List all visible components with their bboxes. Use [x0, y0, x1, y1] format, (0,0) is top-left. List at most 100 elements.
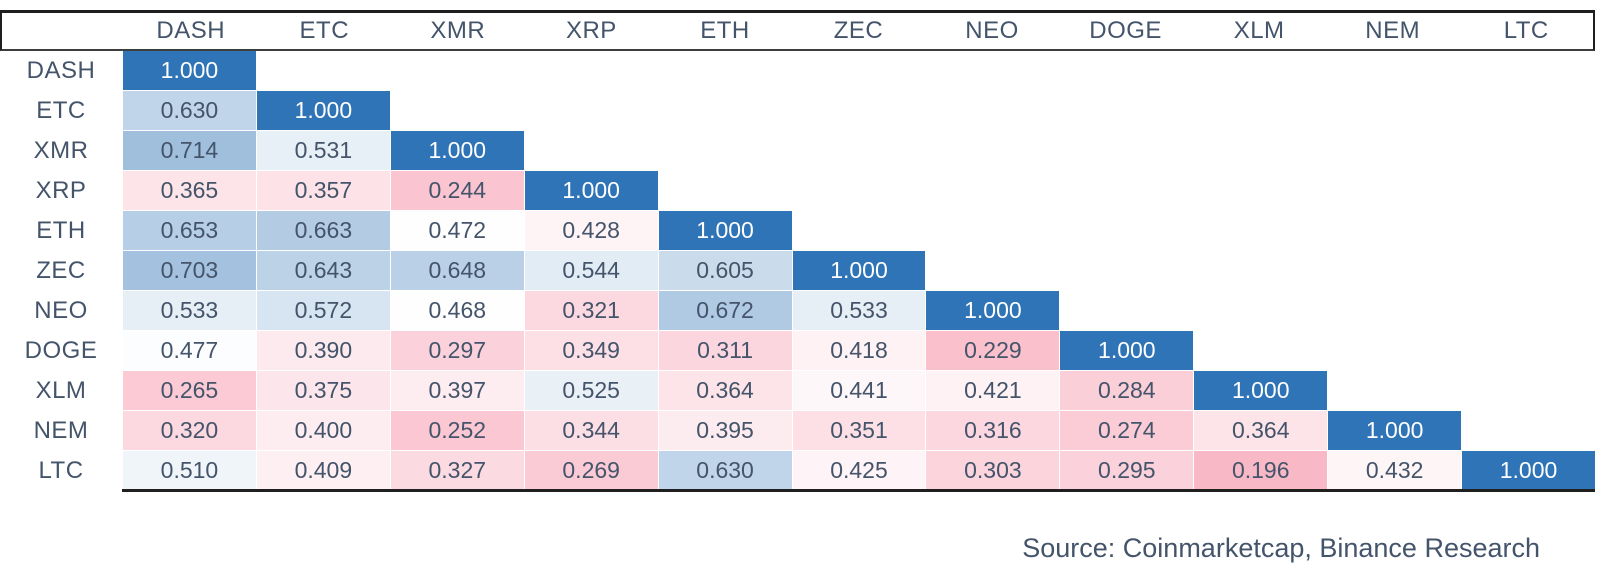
matrix-cell-ltc-doge: 0.295: [1060, 451, 1194, 490]
matrix-cell-empty: [1462, 331, 1595, 370]
matrix-row-ltc: LTC 0.510 0.409 0.327 0.269 0.630 0.425 0.303 0.…: [0, 451, 1595, 490]
matrix-cell-empty: [1060, 211, 1194, 250]
matrix-cell-xlm-xmr: 0.397: [390, 371, 524, 410]
matrix-cell-xlm-eth: 0.364: [658, 371, 792, 410]
matrix-cell-zec-xrp: 0.544: [524, 251, 658, 290]
row-header-xlm: XLM: [0, 371, 122, 410]
column-header-dash: DASH: [156, 17, 226, 44]
matrix-cell-nem-zec: 0.351: [792, 411, 926, 450]
matrix-row-etc: ETC 0.630 1.000: [0, 91, 1595, 130]
matrix-cell-eth-xrp: 0.428: [524, 211, 658, 250]
matrix-cell-empty: [1462, 411, 1595, 450]
matrix-cell-empty: [792, 211, 926, 250]
matrix-cell-xlm-xlm: 1.000: [1194, 371, 1328, 410]
matrix-cell-ltc-ltc: 1.000: [1462, 451, 1595, 490]
matrix-cell-empty: [1060, 171, 1194, 210]
matrix-cell-doge-xmr: 0.297: [390, 331, 524, 370]
matrix-cell-empty: [1462, 211, 1595, 250]
matrix-cell-nem-xmr: 0.252: [390, 411, 524, 450]
matrix-cell-empty: [658, 171, 792, 210]
matrix-cell-nem-eth: 0.395: [658, 411, 792, 450]
matrix-cell-zec-etc: 0.643: [256, 251, 390, 290]
matrix-body: DASH 1.000 ETC 0.630 1.000 XMR 0.714 0.531 1.000…: [0, 51, 1595, 492]
matrix-cell-empty: [1194, 291, 1328, 330]
matrix-cell-ltc-zec: 0.425: [792, 451, 926, 490]
matrix-cell-eth-eth: 1.000: [658, 211, 792, 250]
matrix-cell-zec-xmr: 0.648: [390, 251, 524, 290]
matrix-cell-empty: [1194, 211, 1328, 250]
column-header-eth: ETH: [700, 17, 750, 44]
matrix-cell-empty: [1328, 171, 1462, 210]
matrix-cell-neo-neo: 1.000: [926, 291, 1060, 330]
matrix-cell-xlm-doge: 0.284: [1060, 371, 1194, 410]
matrix-cell-xlm-etc: 0.375: [256, 371, 390, 410]
matrix-cell-xlm-dash: 0.265: [123, 371, 256, 410]
matrix-cell-empty: [1328, 131, 1462, 170]
matrix-cell-empty: [1328, 331, 1462, 370]
correlation-matrix: DASH ETC XMR XRP ETH ZEC NEO DOGE XLM NEM LTC DASH…: [0, 10, 1595, 492]
matrix-cell-neo-xmr: 0.468: [390, 291, 524, 330]
matrix-cell-xmr-dash: 0.714: [123, 131, 256, 170]
matrix-cell-empty: [1194, 131, 1328, 170]
matrix-cell-empty: [1328, 51, 1462, 90]
matrix-cell-ltc-nem: 0.432: [1328, 451, 1462, 490]
matrix-cell-ltc-eth: 0.630: [658, 451, 792, 490]
matrix-cell-empty: [658, 91, 792, 130]
matrix-cell-doge-doge: 1.000: [1060, 331, 1194, 370]
matrix-row-xmr: XMR 0.714 0.531 1.000: [0, 131, 1595, 170]
matrix-cell-nem-etc: 0.400: [256, 411, 390, 450]
matrix-cell-empty: [792, 131, 926, 170]
row-header-xrp: XRP: [0, 171, 122, 210]
matrix-row-zec: ZEC 0.703 0.643 0.648 0.544 0.605 1.000: [0, 251, 1595, 290]
matrix-cell-xmr-etc: 0.531: [256, 131, 390, 170]
matrix-cell-etc-dash: 0.630: [123, 91, 256, 130]
matrix-cell-xlm-neo: 0.421: [926, 371, 1060, 410]
matrix-cell-dash-dash: 1.000: [123, 51, 256, 90]
row-header-dash: DASH: [0, 51, 122, 90]
matrix-cell-empty: [524, 51, 658, 90]
matrix-cell-ltc-neo: 0.303: [926, 451, 1060, 490]
row-header-neo: NEO: [0, 291, 122, 330]
source-caption: Source: Coinmarketcap, Binance Research: [1022, 533, 1540, 563]
matrix-cell-empty: [658, 51, 792, 90]
matrix-cell-empty: [926, 171, 1060, 210]
row-header-xmr: XMR: [0, 131, 122, 170]
matrix-cell-empty: [1462, 131, 1595, 170]
row-header-zec: ZEC: [0, 251, 122, 290]
matrix-cell-doge-eth: 0.311: [658, 331, 792, 370]
matrix-cell-empty: [926, 251, 1060, 290]
matrix-cell-empty: [256, 51, 390, 90]
matrix-cell-empty: [1462, 51, 1595, 90]
matrix-cell-empty: [1194, 171, 1328, 210]
matrix-cell-empty: [1328, 251, 1462, 290]
bottom-rule: [122, 489, 1595, 492]
matrix-cell-empty: [792, 91, 926, 130]
matrix-cell-empty: [926, 91, 1060, 130]
matrix-cell-xlm-zec: 0.441: [792, 371, 926, 410]
column-header-ltc: LTC: [1503, 17, 1549, 44]
matrix-cell-zec-eth: 0.605: [658, 251, 792, 290]
row-header-nem: NEM: [0, 411, 122, 450]
matrix-cell-xrp-xmr: 0.244: [390, 171, 524, 210]
matrix-cell-neo-eth: 0.672: [658, 291, 792, 330]
matrix-cell-empty: [1462, 251, 1595, 290]
matrix-cell-empty: [1328, 91, 1462, 130]
matrix-cell-eth-xmr: 0.472: [390, 211, 524, 250]
row-header-doge: DOGE: [0, 331, 122, 370]
matrix-cell-empty: [1194, 251, 1328, 290]
matrix-cell-xrp-etc: 0.357: [256, 171, 390, 210]
matrix-row-xlm: XLM 0.265 0.375 0.397 0.525 0.364 0.441 0.421 0.…: [0, 371, 1595, 410]
column-header-neo: NEO: [965, 17, 1019, 44]
matrix-cell-neo-etc: 0.572: [256, 291, 390, 330]
matrix-cell-doge-dash: 0.477: [123, 331, 256, 370]
matrix-cell-eth-dash: 0.653: [123, 211, 256, 250]
matrix-cell-empty: [390, 51, 524, 90]
matrix-cell-nem-nem: 1.000: [1328, 411, 1462, 450]
matrix-cell-empty: [926, 131, 1060, 170]
matrix-cell-xmr-xmr: 1.000: [390, 131, 524, 170]
matrix-cell-ltc-xmr: 0.327: [390, 451, 524, 490]
matrix-cell-empty: [658, 131, 792, 170]
column-header-zec: ZEC: [833, 17, 884, 44]
matrix-cell-ltc-xrp: 0.269: [524, 451, 658, 490]
matrix-cell-doge-xrp: 0.349: [524, 331, 658, 370]
